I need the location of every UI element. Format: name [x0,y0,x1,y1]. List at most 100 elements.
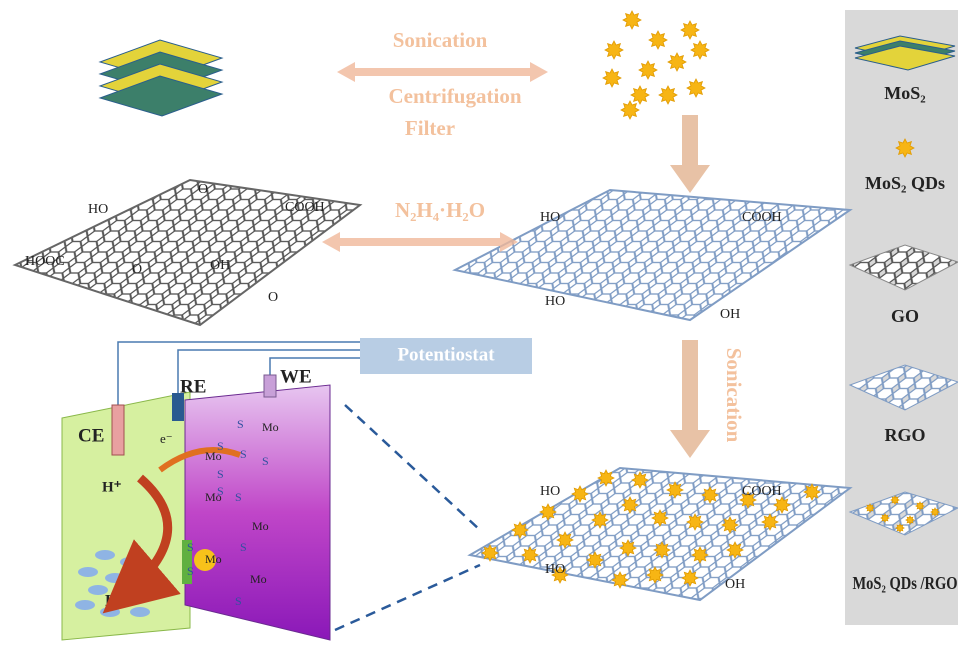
quantum-dot [571,485,589,503]
legend-icon [890,495,900,505]
quantum-dot [686,78,706,98]
legend-icon [880,513,890,523]
legend-icon [848,244,958,291]
label: H⁺ [102,479,122,495]
quantum-dot [620,100,640,120]
quantum-dot [631,471,649,489]
quantum-dot [739,491,757,509]
quantum-dot [721,516,739,534]
hydrogen-bubble [75,600,95,610]
atom-label: S [237,417,244,431]
hydrogen-bubble [105,573,125,583]
hydrogen-bubble [130,607,150,617]
atom-label: Mo [252,519,269,533]
label: H₂ [105,593,122,610]
quantum-dot [803,483,821,501]
quantum-dot [521,546,539,564]
hydrogen-bubble [120,557,140,567]
quantum-dot [621,496,639,514]
quantum-dot [667,52,687,72]
quantum-dot [602,68,622,88]
atom-label: S [235,594,242,608]
functional-group: HO [545,294,565,309]
hydrogen-bubble [140,590,160,600]
quantum-dot [651,509,669,527]
quantum-dot [681,569,699,587]
functional-group: COOH [742,210,782,225]
process-arrow [355,68,530,76]
process-arrow-head [500,232,518,252]
legend-icon [905,515,915,525]
atom-label: S [217,439,224,453]
legend-label: GO [891,306,919,326]
atom-label: S [187,564,194,578]
quantum-dot [680,20,700,40]
process-arrow-head [670,165,710,193]
active-site [194,549,216,571]
quantum-dot [638,60,658,80]
step-label: Sonication [722,348,746,443]
atom-label: S [217,467,224,481]
quantum-dot [701,486,719,504]
functional-group: COOH [285,200,325,215]
hydrogen-bubble [78,567,98,577]
quantum-dot [591,511,609,529]
counter-electrode [111,404,125,456]
legend-label: RGO [884,425,925,445]
legend-label: MoS₂ QDs [865,173,945,193]
atom-label: Mo [250,572,267,586]
functional-group: HO [545,562,565,577]
label: Potentiostat [397,344,495,365]
process-arrow-head [530,62,548,82]
legend-icon [848,364,958,411]
quantum-dot [653,541,671,559]
legend-icon [895,138,915,158]
atom-label: Mo [205,552,222,566]
quantum-dot [658,85,678,105]
step-label: Sonication [393,28,488,52]
quantum-dot [761,513,779,531]
atom-label: S [262,454,269,468]
wire [117,341,360,408]
quantum-dot [648,30,668,50]
quantum-dot [539,503,557,521]
go-sheet [12,178,363,327]
functional-group: HO [88,202,108,217]
potentiostat-box [360,338,532,374]
electron-arrow [158,447,242,473]
step-label: Centrifugation [389,84,522,108]
electrode-label: RE [180,376,206,397]
wire [177,349,360,395]
legend-label: MoS₂ QDs /RGO [853,573,958,593]
functional-group: O [268,290,278,305]
atom-label: S [217,484,224,498]
mos2-layer [98,75,224,117]
quantum-dot [619,539,637,557]
step-label: Filter [405,116,455,140]
functional-group: O [198,182,208,197]
quantum-dot [726,541,744,559]
wire [269,357,360,378]
quantum-dot [666,481,684,499]
electrode-label: WE [280,366,312,387]
legend-icon [854,45,956,71]
functional-group: O [132,262,142,277]
quantum-dot [630,85,650,105]
hydrogen-bubble [95,550,115,560]
sulfur-edge [182,540,192,584]
atom-label: Mo [205,449,222,463]
functional-group: OH [720,307,740,322]
quantum-dot [622,10,642,30]
process-arrow-tail [337,62,355,82]
process-arrow [340,238,500,246]
quantum-dot [604,40,624,60]
legend-icon [865,503,875,513]
atom-label: S [235,490,242,504]
atom-label: S [187,540,194,554]
working-electrode [184,384,331,641]
quantum-dot [597,469,615,487]
atom-label: S [240,540,247,554]
quantum-dot [686,513,704,531]
process-arrow [682,115,698,165]
quantum-dot [511,521,529,539]
